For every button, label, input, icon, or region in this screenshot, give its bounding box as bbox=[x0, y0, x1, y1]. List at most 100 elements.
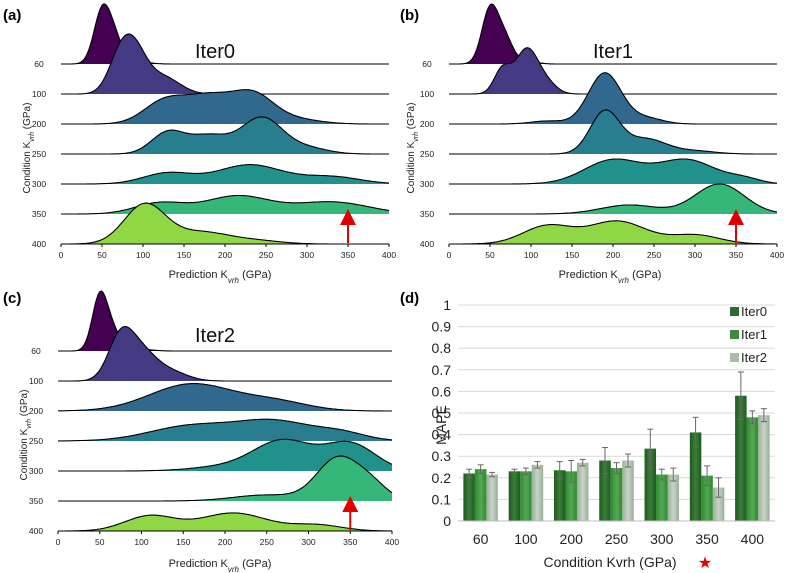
ridge-fill-250 bbox=[449, 109, 777, 154]
x-tick-200: 200 bbox=[218, 250, 232, 260]
y-tick-60: 60 bbox=[31, 346, 41, 356]
y-tick-0.7: 0.7 bbox=[432, 362, 452, 378]
y-tick-0: 0 bbox=[443, 513, 451, 529]
legend-label-Iter1: Iter1 bbox=[741, 327, 767, 342]
ridge-outline-300 bbox=[449, 158, 778, 185]
bar-Iter0-250 bbox=[599, 460, 611, 521]
x-tick-350: 350 bbox=[341, 250, 355, 260]
y-tick-250: 250 bbox=[420, 149, 434, 159]
ridge-plot-iter0: (a) Iter0 60 100 200 250 300 350 400 0 50 100 150… bbox=[3, 3, 396, 285]
bar-Iter2-250 bbox=[622, 460, 634, 521]
x-tick-200: 200 bbox=[218, 537, 232, 547]
y-tick-60: 60 bbox=[422, 59, 432, 69]
y-tick-100: 100 bbox=[29, 376, 43, 386]
y-axis-label: MAPE bbox=[433, 405, 449, 445]
ridge-fill-60 bbox=[58, 291, 392, 351]
ridge-outline-250 bbox=[58, 418, 393, 442]
x-tick-50: 50 bbox=[97, 250, 107, 260]
ridge-outline-300 bbox=[61, 164, 390, 185]
y-tick-100: 100 bbox=[420, 89, 434, 99]
ridge-fill-300 bbox=[58, 439, 392, 471]
x-tick-250: 250 bbox=[259, 250, 273, 260]
ridge-outline-250 bbox=[61, 116, 389, 155]
y-tick-0.5: 0.5 bbox=[432, 405, 452, 421]
x-tick-100: 100 bbox=[136, 250, 150, 260]
mape-bar-chart: (d) 0 0.1 0.2 0.3 0.4 0.5 0.6 0.7 0.8 0.9 1 60 100 2… bbox=[400, 290, 775, 572]
ridge-outline-250 bbox=[449, 109, 777, 155]
ridge-fill-400 bbox=[58, 512, 392, 531]
panel-title-iter2: Iter2 bbox=[195, 325, 235, 347]
bar-Iter1-300 bbox=[656, 474, 668, 521]
x-tick-300: 300 bbox=[300, 250, 314, 260]
ridge-outline-350 bbox=[58, 455, 393, 502]
x-tick-200: 200 bbox=[560, 531, 584, 547]
ridge-fill-300 bbox=[449, 159, 777, 184]
x-tick-150: 150 bbox=[176, 537, 190, 547]
y-axis: 0 0.1 0.2 0.3 0.4 0.5 0.6 0.7 0.8 0.9 1 bbox=[432, 297, 452, 529]
bar-Iter2-100 bbox=[531, 464, 544, 521]
x-tick-50: 50 bbox=[95, 537, 105, 547]
y-tick-0.1: 0.1 bbox=[432, 491, 452, 507]
x-axis-label: Prediction Kvrh (GPa) bbox=[169, 558, 272, 573]
x-axis-label: Prediction Kvrh (GPa) bbox=[169, 269, 272, 285]
legend-label-Iter2: Iter2 bbox=[741, 350, 767, 365]
y-tick-250: 250 bbox=[32, 149, 46, 159]
y-tick-350: 350 bbox=[32, 209, 46, 219]
x-tick-300: 300 bbox=[650, 531, 674, 547]
legend-swatch-Iter2 bbox=[730, 353, 739, 362]
y-tick-0.4: 0.4 bbox=[432, 427, 452, 443]
bar-Iter1-60 bbox=[474, 469, 487, 521]
ridge-outline-350 bbox=[61, 194, 390, 215]
ridge-fill-350 bbox=[61, 195, 389, 214]
bar-Iter0-300 bbox=[644, 448, 657, 521]
x-axis-label: Condition Kvrh (GPa) bbox=[543, 554, 676, 570]
ridge-fill-300 bbox=[61, 164, 389, 184]
bar-Iter2-400 bbox=[758, 415, 770, 521]
ridge-fill-60 bbox=[61, 4, 389, 64]
ridges: 60 100 200 250 300 350 400 bbox=[420, 3, 778, 249]
y-tick-0.2: 0.2 bbox=[432, 470, 452, 486]
bar-Iter0-400 bbox=[735, 395, 747, 521]
x-tick-100: 100 bbox=[514, 531, 538, 547]
x-tick-60: 60 bbox=[473, 531, 489, 547]
ridge-fill-350 bbox=[58, 456, 392, 501]
star-icon: ★ bbox=[698, 555, 712, 572]
panel-label-a: (a) bbox=[3, 7, 21, 24]
y-tick-1: 1 bbox=[443, 297, 451, 313]
y-axis-label: Condition Kvrh (GPa) bbox=[406, 103, 420, 194]
x-tick-0: 0 bbox=[447, 250, 452, 260]
panel-title-iter0: Iter0 bbox=[195, 41, 235, 63]
x-tick-400: 400 bbox=[741, 531, 765, 547]
ridge-outline-60 bbox=[61, 3, 389, 65]
legend-label-Iter0: Iter0 bbox=[741, 304, 767, 319]
ridge-fill-200 bbox=[58, 383, 392, 411]
y-tick-400: 400 bbox=[32, 239, 46, 249]
y-tick-0.6: 0.6 bbox=[432, 383, 452, 399]
x-tick-0: 0 bbox=[59, 250, 64, 260]
ridge-outline-300 bbox=[58, 438, 393, 472]
legend-swatch-Iter0 bbox=[730, 307, 739, 316]
y-tick-200: 200 bbox=[29, 406, 43, 416]
ridge-fill-200 bbox=[61, 89, 389, 124]
y-tick-300: 300 bbox=[420, 179, 434, 189]
y-tick-350: 350 bbox=[29, 496, 43, 506]
bar-Iter1-350 bbox=[701, 475, 713, 521]
y-tick-0.8: 0.8 bbox=[432, 340, 452, 356]
x-tick-350: 350 bbox=[695, 531, 719, 547]
y-tick-300: 300 bbox=[32, 179, 46, 189]
ridge-outline-200 bbox=[61, 89, 389, 125]
x-tick-0: 0 bbox=[56, 537, 61, 547]
ridge-plot-iter1: (b) Iter1 60 100 200 250 300 350 400 0 50 100 150… bbox=[400, 3, 784, 285]
ridge-fill-100 bbox=[58, 326, 392, 381]
x-tick-250: 250 bbox=[260, 537, 274, 547]
bar-Iter1-250 bbox=[610, 468, 623, 521]
x-tick-350: 350 bbox=[729, 250, 743, 260]
x-tick-400: 400 bbox=[385, 537, 399, 547]
y-tick-350: 350 bbox=[420, 209, 434, 219]
x-tick-150: 150 bbox=[565, 250, 579, 260]
y-tick-300: 300 bbox=[29, 466, 43, 476]
x-tick-100: 100 bbox=[524, 250, 538, 260]
bar-Iter2-200 bbox=[576, 462, 589, 521]
ridge-fill-250 bbox=[61, 116, 389, 154]
